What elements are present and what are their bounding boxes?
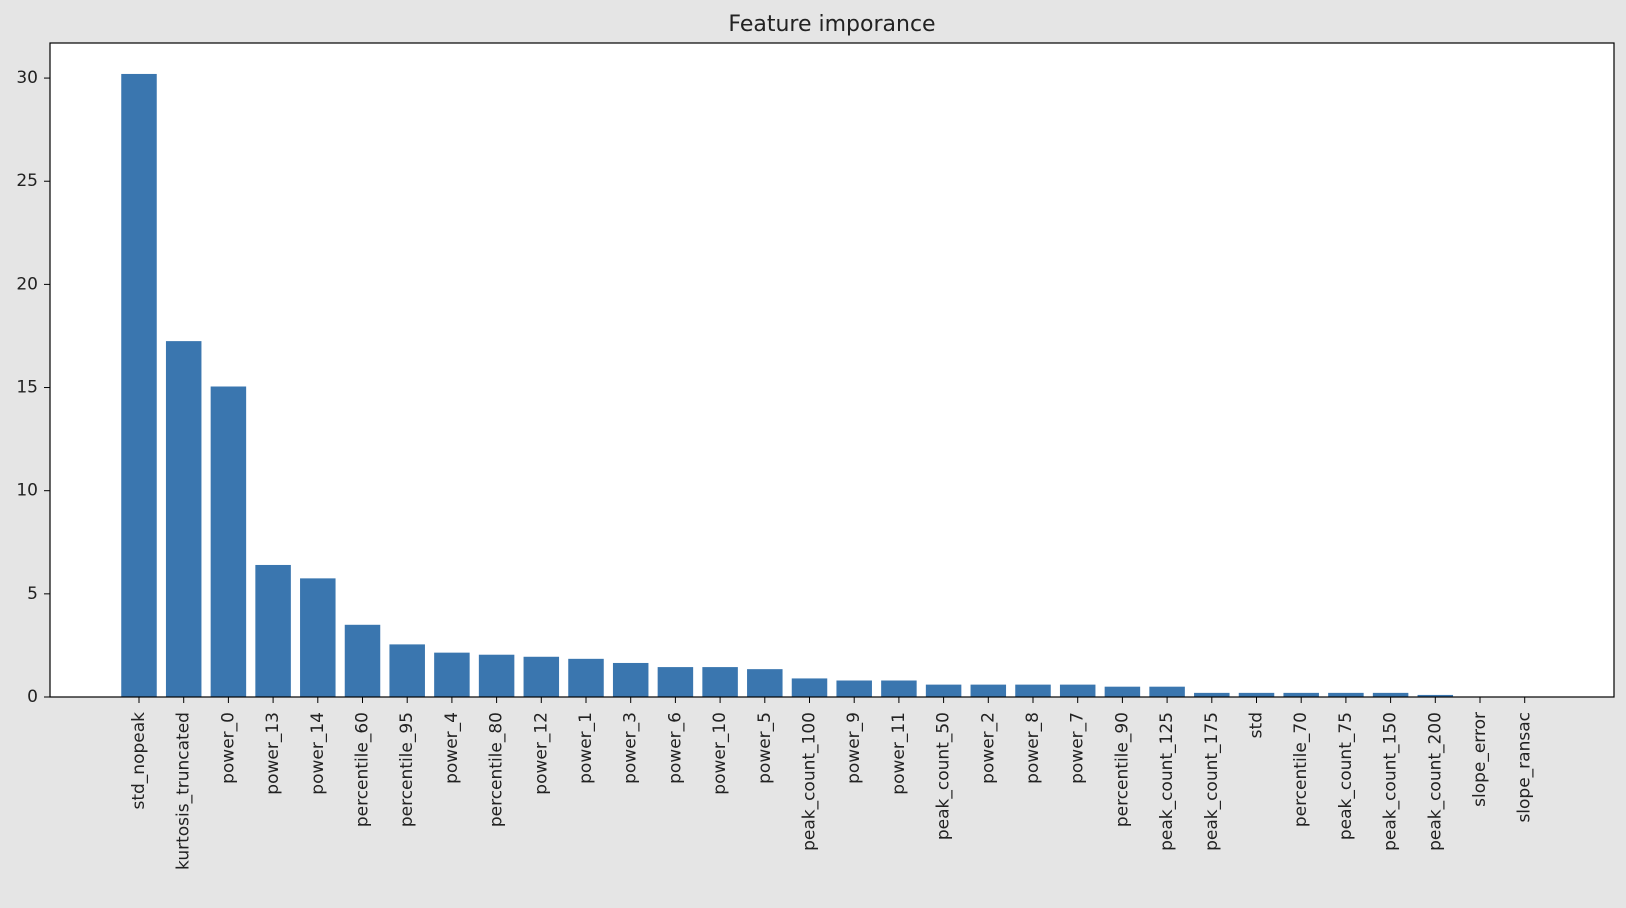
x-tick-label: percentile_60 xyxy=(353,712,373,827)
bar-power_3 xyxy=(612,662,649,697)
bar-power_12 xyxy=(523,656,560,697)
x-tick-label: power_5 xyxy=(755,712,775,784)
x-tick-label: peak_count_175 xyxy=(1202,712,1222,851)
x-tick-label: power_7 xyxy=(1068,712,1088,784)
x-tick-label: percentile_90 xyxy=(1112,712,1132,827)
x-tick-label: percentile_70 xyxy=(1291,712,1311,827)
x-axis-ticks: std_nopeak kurtosis_truncated power_0 power… xyxy=(129,697,1535,870)
plot-frame xyxy=(49,42,1615,698)
x-tick-label: power_3 xyxy=(621,712,641,784)
x-tick-label: power_9 xyxy=(844,712,864,784)
bar-percentile_90 xyxy=(1104,686,1141,697)
bar-peak_count_175 xyxy=(1194,692,1230,697)
bar-kurtosis_truncated xyxy=(165,341,202,697)
x-tick-label: power_6 xyxy=(665,712,685,784)
y-tick-label: 25 xyxy=(16,171,38,191)
x-tick-label: power_12 xyxy=(531,712,551,795)
bar-percentile_80 xyxy=(478,654,515,697)
x-tick-label: power_11 xyxy=(889,712,909,795)
x-tick-label: slope_ransac xyxy=(1515,712,1535,823)
bar-peak_count_100 xyxy=(791,678,828,697)
x-tick-label: percentile_95 xyxy=(397,712,417,827)
bar-power_1 xyxy=(568,658,604,697)
bar-power_13 xyxy=(255,564,291,697)
bars-group xyxy=(121,73,1454,697)
bar-power_8 xyxy=(1015,684,1051,697)
x-tick-label: power_10 xyxy=(710,712,730,795)
x-tick-label: peak_count_200 xyxy=(1425,712,1445,851)
x-tick-label: peak_count_100 xyxy=(800,712,820,851)
bar-peak_count_150 xyxy=(1372,692,1409,697)
x-tick-label: power_14 xyxy=(308,712,328,795)
x-tick-label: peak_count_150 xyxy=(1381,712,1401,851)
chart-title: Feature imporance xyxy=(728,12,935,37)
y-tick-label: 15 xyxy=(16,378,38,398)
y-tick-label: 10 xyxy=(16,481,38,501)
y-tick-label: 20 xyxy=(16,274,38,294)
x-tick-label: std xyxy=(1247,712,1267,738)
bar-peak_count_200 xyxy=(1417,694,1454,697)
bar-power_10 xyxy=(702,667,738,697)
bar-percentile_70 xyxy=(1283,692,1319,697)
bar-std xyxy=(1238,692,1275,697)
bar-power_0 xyxy=(210,386,247,697)
x-tick-label: peak_count_125 xyxy=(1157,712,1177,851)
bar-power_2 xyxy=(970,684,1007,697)
bar-peak_count_75 xyxy=(1328,692,1364,697)
y-tick-label: 30 xyxy=(16,68,38,88)
x-tick-label: peak_count_50 xyxy=(934,712,954,840)
bar-power_14 xyxy=(300,578,336,697)
bar-power_7 xyxy=(1059,684,1096,697)
bar-power_9 xyxy=(836,680,872,697)
bar-power_11 xyxy=(881,680,917,697)
x-tick-label: power_0 xyxy=(218,712,238,784)
x-tick-label: power_4 xyxy=(442,712,462,784)
bar-std_nopeak xyxy=(121,73,157,697)
x-tick-label: slope_error xyxy=(1470,712,1490,807)
x-tick-label: std_nopeak xyxy=(129,712,149,810)
x-tick-label: power_8 xyxy=(1023,712,1043,784)
x-tick-label: power_2 xyxy=(978,712,998,784)
bar-percentile_60 xyxy=(344,624,381,697)
bar-power_5 xyxy=(747,669,783,697)
bar-peak_count_125 xyxy=(1149,686,1185,697)
x-tick-label: power_1 xyxy=(576,712,596,784)
x-tick-label: kurtosis_truncated xyxy=(174,712,194,870)
y-tick-label: 5 xyxy=(27,584,38,604)
y-axis-ticks: 0 5 10 15 20 25 30 xyxy=(16,68,50,707)
bar-power_4 xyxy=(434,652,470,697)
x-tick-label: power_13 xyxy=(263,712,283,795)
x-tick-label: peak_count_75 xyxy=(1336,712,1356,840)
y-tick-label: 0 xyxy=(27,687,38,707)
bar-percentile_95 xyxy=(389,644,425,697)
bar-power_6 xyxy=(657,667,694,697)
bar-peak_count_50 xyxy=(925,684,962,697)
x-tick-label: percentile_80 xyxy=(487,712,507,827)
